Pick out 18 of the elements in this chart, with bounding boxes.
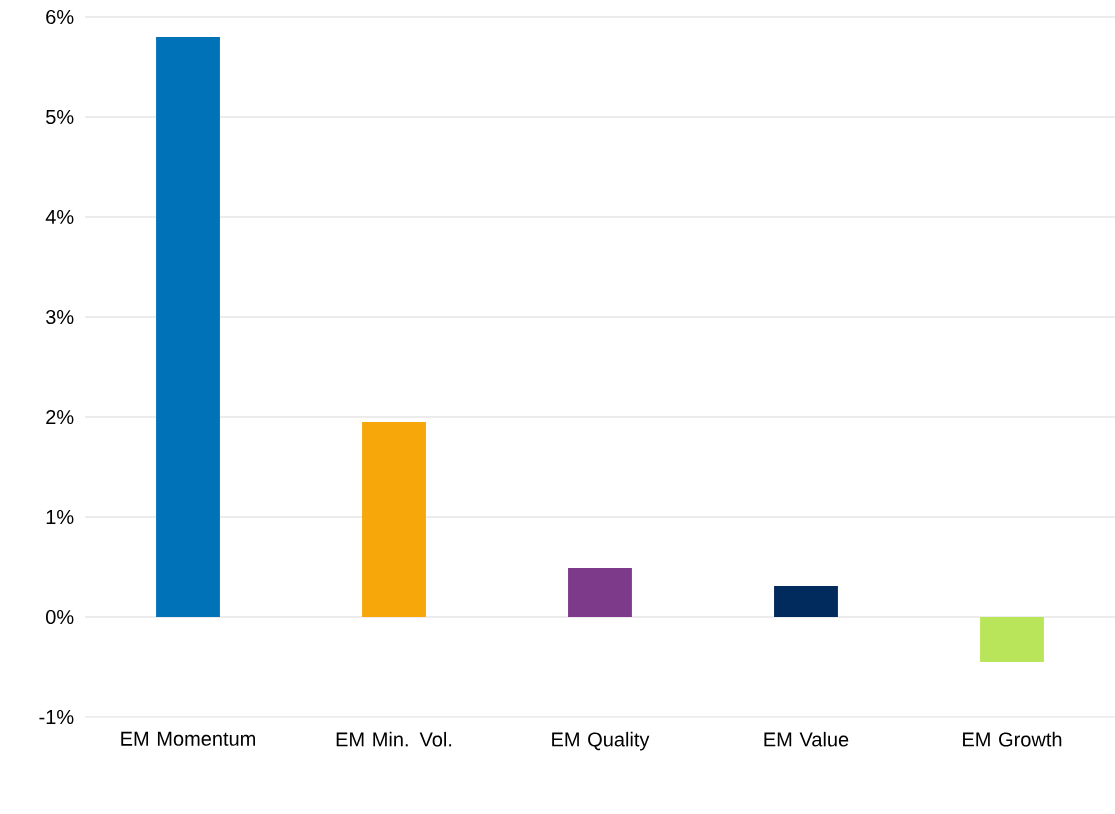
- x-tick-label: EM Quality: [552, 731, 650, 751]
- y-tick-label: 1%: [46, 510, 74, 524]
- bar: [774, 586, 838, 617]
- y-tick-label: 3%: [46, 309, 74, 325]
- x-tick-label: EM Min. Vol.: [336, 731, 452, 747]
- y-tick-label: 4%: [45, 209, 74, 224]
- x-tick-label: EM Momentum: [121, 731, 256, 746]
- x-tick-label: EM Growth: [963, 731, 1062, 747]
- bar: [980, 617, 1044, 662]
- y-tick-label: 0%: [46, 609, 74, 625]
- bar: [362, 422, 426, 617]
- bar: [156, 36, 220, 617]
- bar: [568, 568, 632, 617]
- y-tick-label: -1%: [39, 710, 74, 724]
- y-tick-label: 6%: [46, 9, 74, 25]
- x-tick-label: EM Value: [764, 731, 849, 747]
- y-tick-label: 2%: [46, 409, 74, 425]
- y-tick-label: 5%: [46, 109, 74, 125]
